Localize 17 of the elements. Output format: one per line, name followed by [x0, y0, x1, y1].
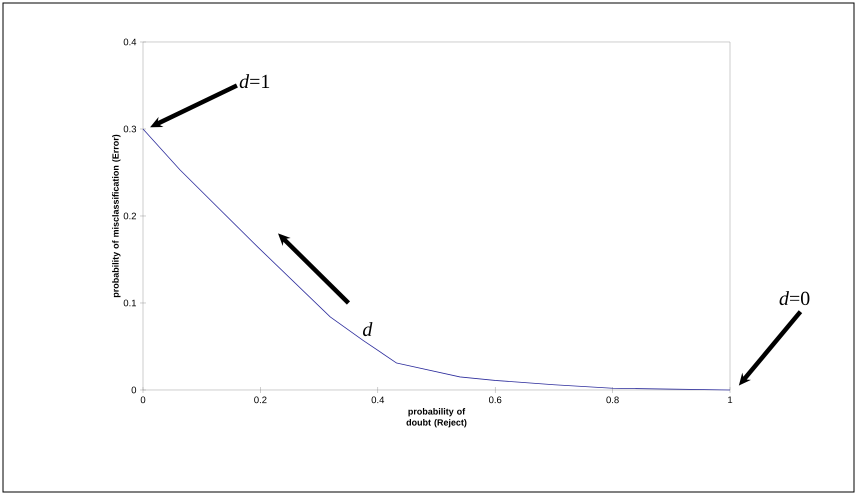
annotation: d=1 [240, 74, 270, 88]
line-series [142, 128, 730, 390]
y-tick-label: 0.4 [124, 38, 136, 46]
annotation: d [363, 322, 372, 336]
x-tick-label: 0.8 [606, 396, 619, 404]
y-tick-label: 0.1 [124, 300, 136, 306]
y-tick-label: 0.2 [124, 212, 136, 220]
x-tick-label: 0.2 [254, 396, 267, 404]
x-axis-title: probability of doubt (Reject) [406, 408, 466, 428]
y-tick-label: 0 [132, 386, 136, 394]
x-tick-label: 0 [140, 396, 146, 404]
text: d=0 [780, 291, 810, 306]
x-tick-label: 1 [728, 396, 732, 404]
x-tick-label: 0.6 [489, 396, 502, 404]
y-axis-title: probability of misclassification (Error) [112, 134, 120, 298]
x-tick-label: 0.4 [372, 396, 384, 404]
y-tick-label: 0.3 [124, 126, 136, 132]
